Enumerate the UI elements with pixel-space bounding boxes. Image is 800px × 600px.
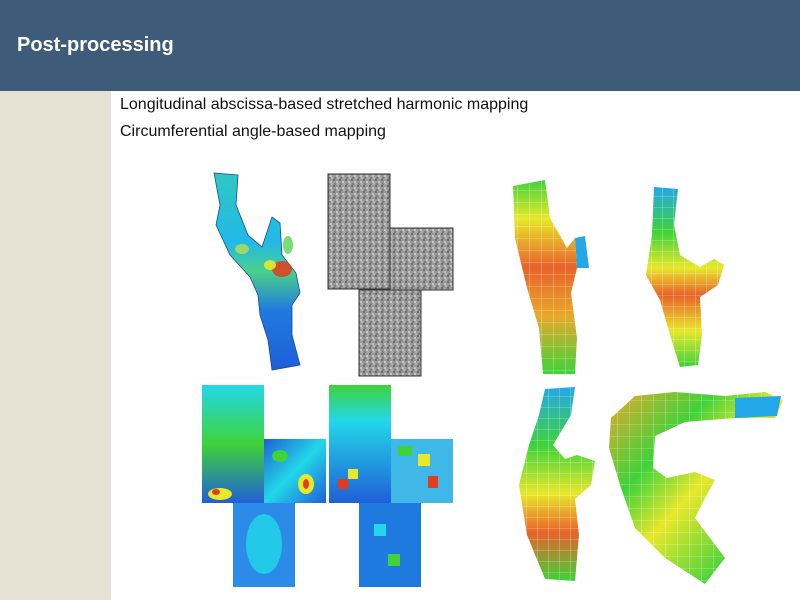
grayscale-unfolded-texture-map (327, 173, 457, 378)
bullet-circumferential-mapping: Circumferential angle-based mapping (120, 123, 386, 140)
slide-sidebar (0, 91, 111, 600)
vessel-wall-shear-colormap (200, 165, 315, 380)
vessel-angle-mapping-2 (605, 388, 790, 588)
vessel-longitudinal-mapping-1 (505, 178, 605, 378)
slide-header: Post-processing (0, 0, 800, 91)
unfolded-colormap-a (200, 384, 330, 589)
bullet-longitudinal-mapping: Longitudinal abscissa-based stretched ha… (120, 96, 529, 113)
slide-title: Post-processing (17, 34, 174, 56)
vessel-angle-mapping-1 (515, 385, 605, 585)
unfolded-colormap-b (328, 384, 458, 589)
vessel-longitudinal-mapping-2 (640, 185, 750, 370)
